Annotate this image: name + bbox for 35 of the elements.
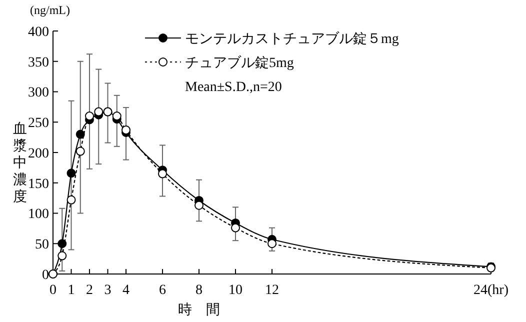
point <box>66 195 76 204</box>
x-axis-title: 時 間 <box>178 302 220 318</box>
y-tick-label: 250 <box>28 116 49 132</box>
x-tick-label: 10 <box>228 283 242 298</box>
y-tick-label: 0 <box>42 268 49 283</box>
point <box>66 168 76 178</box>
x-tick-label: 24(hr) <box>474 283 509 298</box>
x-tick-label: 12 <box>265 283 279 298</box>
x-tick-label: 8 <box>196 283 202 298</box>
x-tick-label: 1 <box>68 283 75 298</box>
annotation: Mean±S.D.,n=20 <box>185 80 282 95</box>
point <box>268 239 276 248</box>
y-axis-title: 血漿中濃度 <box>13 121 27 205</box>
point <box>76 130 85 139</box>
y-tick-label: 150 <box>28 176 49 192</box>
point <box>76 146 85 156</box>
point <box>231 223 240 232</box>
x-tick-label: 4 <box>122 283 130 298</box>
point <box>158 169 167 178</box>
point <box>194 200 204 210</box>
y-tick-label: 300 <box>28 86 49 101</box>
point <box>58 239 67 248</box>
legend-label: モンテルカストチュアブル錠５mg <box>185 30 399 47</box>
x-tick-label: 6 <box>159 283 166 298</box>
y-tick-label: 400 <box>28 24 49 40</box>
x-tick-label: 3 <box>104 283 112 298</box>
y-tick-label: 200 <box>28 146 49 162</box>
y-tick-label: 50 <box>35 238 49 253</box>
point <box>94 107 104 116</box>
point <box>58 251 67 260</box>
y-tick-label: 100 <box>28 207 49 222</box>
y-tick-label: 350 <box>28 55 49 70</box>
x-tick-label: 2 <box>86 283 93 298</box>
text: (ng/mL) <box>30 3 70 17</box>
legend-label: チュアブル錠5mg <box>185 54 294 71</box>
